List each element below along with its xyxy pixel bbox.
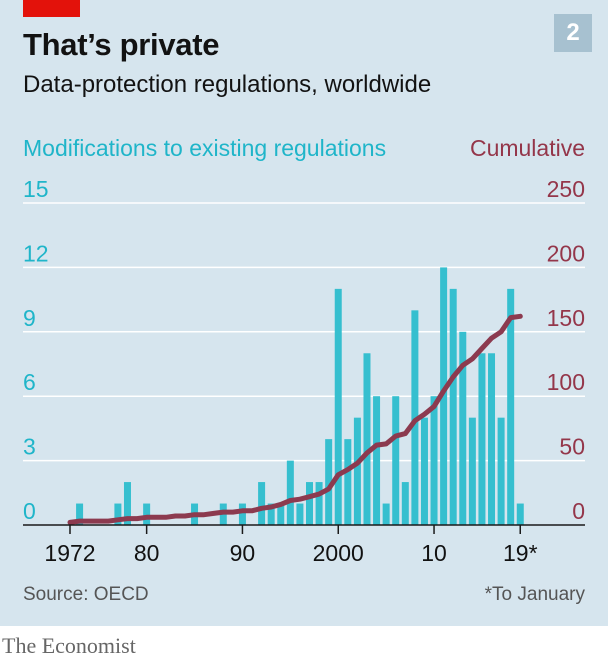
left-tick-label: 9 <box>23 305 36 331</box>
footnote: *To January <box>484 584 585 605</box>
bar <box>76 503 84 525</box>
x-tick-label: 1972 <box>44 540 95 566</box>
brand-wordmark: The Economist <box>2 633 136 658</box>
left-axis-ticks: 0 3 6 9 12 15 <box>23 176 49 524</box>
chart-svg: Modifications to existing regulations Cu… <box>23 135 585 566</box>
right-tick-label: 250 <box>547 176 585 202</box>
bar <box>306 482 313 525</box>
brand-red-tag <box>23 0 80 17</box>
chart-subtitle: Data-protection regulations, worldwide <box>23 71 432 98</box>
left-tick-label: 12 <box>23 240 49 266</box>
bar <box>143 503 151 525</box>
bar <box>123 482 131 525</box>
bar <box>488 353 496 525</box>
bar <box>401 482 409 525</box>
right-axis-ticks: 0 50 100 150 200 250 <box>547 176 585 524</box>
left-tick-label: 6 <box>23 369 36 395</box>
bar <box>507 288 515 525</box>
left-tick-label: 0 <box>23 498 36 524</box>
bar <box>353 417 361 525</box>
right-tick-label: 200 <box>547 240 585 266</box>
x-tick-label: 19* <box>503 540 538 566</box>
bar <box>449 288 457 525</box>
bar <box>277 503 285 525</box>
bar <box>286 460 294 525</box>
chart-number-badge: 2 <box>554 14 592 52</box>
bar <box>440 267 448 525</box>
right-tick-label: 0 <box>572 498 585 524</box>
left-axis-title: Modifications to existing regulations <box>23 135 386 161</box>
bar <box>344 439 352 525</box>
source-note: Source: OECD <box>23 584 149 605</box>
right-tick-label: 150 <box>547 305 585 331</box>
x-axis: 1972 80 90 2000 10 19* <box>23 524 585 566</box>
chart-title: That’s private <box>23 27 220 62</box>
bar <box>411 310 419 525</box>
bar <box>238 503 246 525</box>
cumulative-line <box>67 313 523 525</box>
left-tick-label: 15 <box>23 176 49 202</box>
x-tick-label: 80 <box>134 540 160 566</box>
bar <box>497 417 505 525</box>
right-axis-title: Cumulative <box>470 135 585 161</box>
bar <box>459 331 467 525</box>
bar <box>382 503 390 525</box>
bar <box>373 396 381 525</box>
bar <box>315 482 323 525</box>
bar <box>267 503 275 525</box>
bar <box>334 288 342 525</box>
bar <box>420 417 428 525</box>
bar <box>392 396 400 525</box>
x-tick-label: 2000 <box>313 540 364 566</box>
x-tick-label: 90 <box>230 540 256 566</box>
bar <box>430 396 438 525</box>
x-tick-label: 10 <box>421 540 447 566</box>
bar <box>478 353 486 525</box>
left-tick-label: 3 <box>23 434 36 460</box>
cumulative-line-series <box>67 313 523 525</box>
right-tick-label: 100 <box>547 369 585 395</box>
bar <box>363 353 371 525</box>
bar <box>258 482 266 525</box>
bar <box>468 417 476 525</box>
bar <box>296 503 304 525</box>
bar <box>325 439 333 525</box>
bar <box>516 503 524 525</box>
right-tick-label: 50 <box>559 434 585 460</box>
bar <box>114 503 122 525</box>
